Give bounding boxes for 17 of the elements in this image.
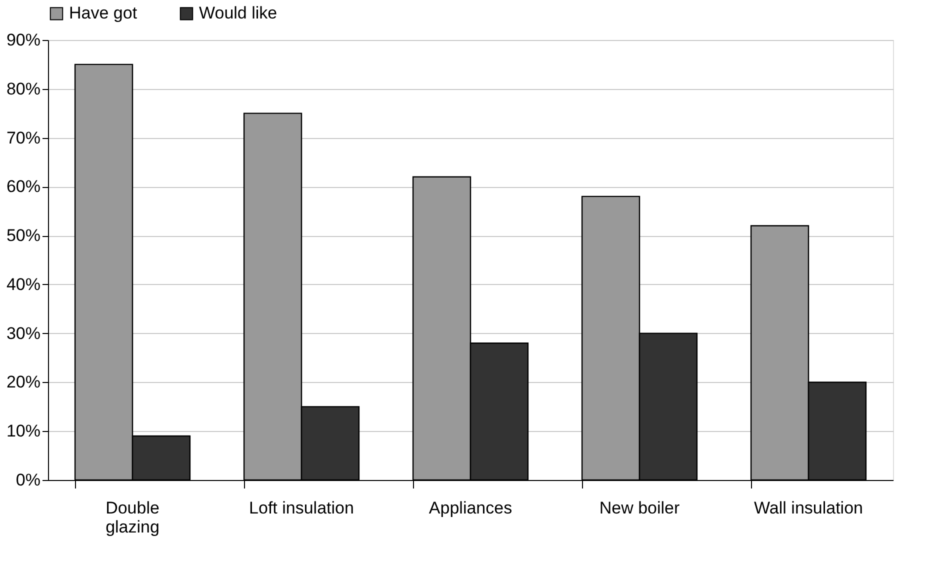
legend-label: Have got [69, 4, 138, 23]
y-tick-label: 80% [6, 79, 40, 98]
x-tick-label: Appliances [428, 498, 512, 518]
x-tick-label: New boiler [599, 498, 680, 518]
y-tick-label: 10% [6, 422, 40, 441]
x-tick-label: Loft insulation [249, 498, 354, 518]
y-tick-label: 0% [16, 470, 40, 490]
y-tick-label: 60% [6, 177, 40, 196]
x-tick-label: Double glazing [106, 498, 160, 536]
y-tick-label: 40% [6, 274, 40, 294]
y-tick-label: 20% [6, 372, 40, 392]
y-tick-label: 50% [6, 226, 40, 246]
y-tick-label: 70% [6, 128, 40, 148]
x-tick-label: Wall insulation [754, 498, 863, 518]
y-tick-label: 90% [6, 30, 40, 50]
y-tick-label: 30% [6, 324, 40, 343]
legend-label: Would like [199, 4, 278, 23]
